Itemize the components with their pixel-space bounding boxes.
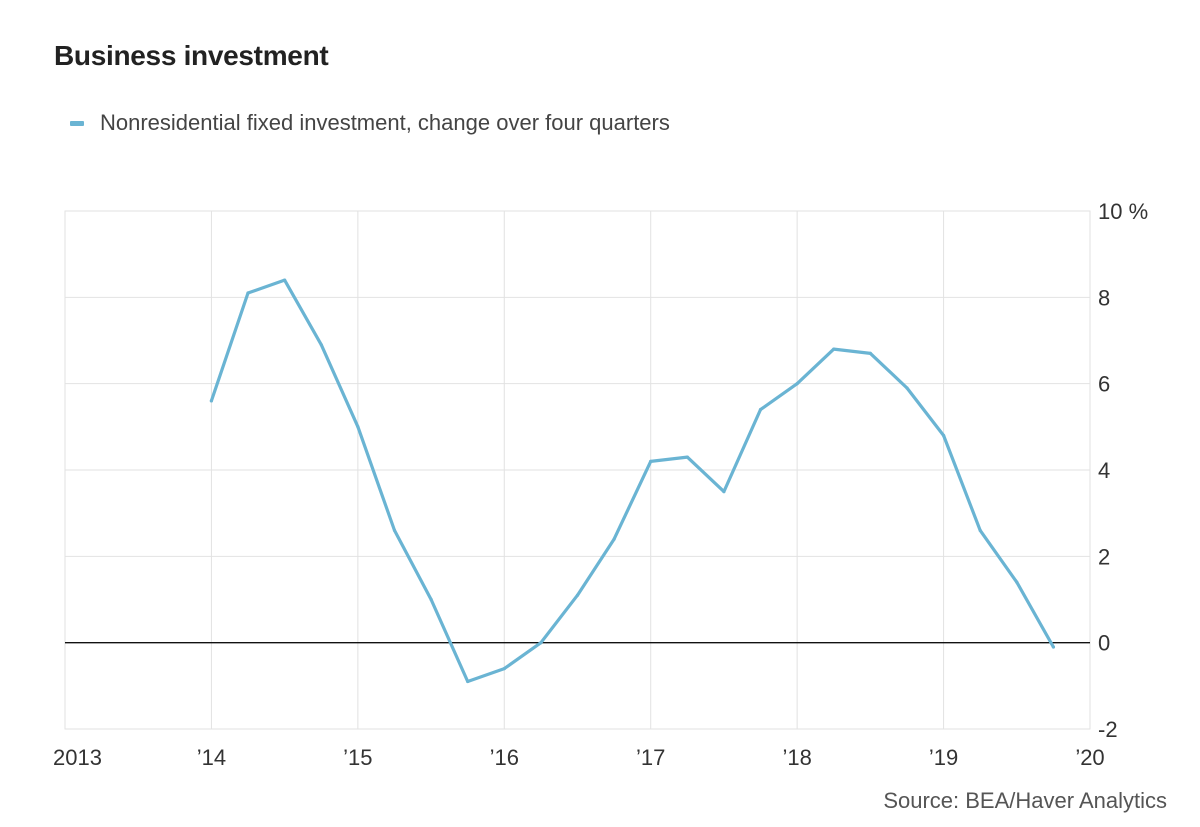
y-tick-label: 6 [1098, 372, 1110, 397]
data-point [685, 455, 689, 459]
data-point [209, 399, 213, 403]
data-point [1015, 580, 1019, 584]
x-tick-label: ’16 [490, 745, 519, 770]
y-tick-label: -2 [1098, 717, 1118, 742]
data-point [283, 278, 287, 282]
x-tick-label: 2013 [53, 745, 102, 770]
data-point [758, 408, 763, 412]
data-point [575, 593, 580, 597]
x-tick-label: ’19 [929, 745, 958, 770]
data-point [246, 291, 250, 295]
data-point [466, 679, 470, 684]
y-tick-label: 10 % [1098, 199, 1148, 224]
data-point [649, 459, 653, 463]
y-tick-label: 4 [1098, 458, 1110, 483]
data-point [832, 347, 836, 351]
source-note: Source: BEA/Haver Analytics [883, 788, 1167, 813]
chart-title: Business investment [54, 40, 329, 71]
data-point [868, 351, 873, 355]
data-point [502, 667, 506, 671]
data-point [539, 641, 543, 645]
data-point [429, 597, 433, 602]
data-point [1051, 645, 1055, 649]
series-line [209, 278, 1056, 684]
data-point [356, 425, 360, 429]
data-point [795, 382, 799, 386]
data-point [612, 537, 616, 541]
y-tick-label: 0 [1098, 631, 1110, 656]
y-tick-label: 8 [1098, 285, 1110, 310]
legend-label: Nonresidential fixed investment, change … [100, 110, 670, 135]
x-tick-label: ’17 [636, 745, 665, 770]
x-tick-label: ’20 [1075, 745, 1104, 770]
data-point [942, 433, 946, 438]
legend-swatch [70, 120, 84, 126]
x-tick-label: ’14 [197, 745, 226, 770]
data-point [722, 490, 726, 494]
legend: Nonresidential fixed investment, change … [70, 110, 670, 136]
data-point [905, 386, 909, 390]
data-point [319, 343, 323, 347]
y-tick-label: 2 [1098, 544, 1110, 569]
data-point [978, 528, 982, 533]
x-tick-label: ’15 [343, 745, 372, 770]
x-tick-label: ’18 [782, 745, 811, 770]
data-point [392, 528, 397, 533]
